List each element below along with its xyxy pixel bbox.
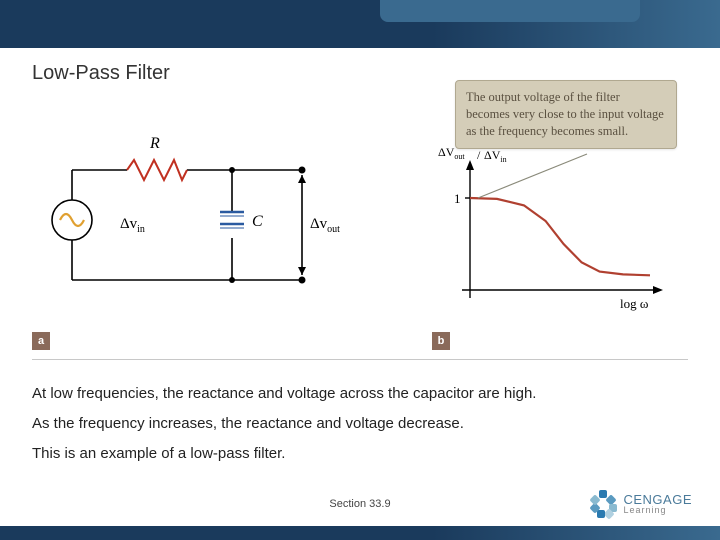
vin-label: Δvin [120, 216, 145, 235]
capacitor-label: C [252, 213, 263, 230]
circuit-panel: R C Δvin Δvout [32, 120, 342, 320]
graph-xlabel: log ω [620, 296, 649, 311]
graph-ylabel: ΔVout [438, 148, 465, 161]
svg-text:ΔVin: ΔVin [484, 148, 507, 164]
header-bar [0, 0, 720, 48]
callout-text: The output voltage of the filter becomes… [466, 90, 664, 138]
logo-icon [589, 490, 617, 518]
figure-area: R C Δvin Δvout a 1 ΔVout / ΔVin [32, 100, 688, 360]
circuit-diagram: R C Δvin Δvout [32, 120, 342, 320]
body-line-1: At low frequencies, the reactance and vo… [32, 385, 536, 402]
panel-label-b: b [432, 332, 450, 350]
page-title: Low-Pass Filter [32, 62, 170, 85]
body-line-2: As the frequency increases, the reactanc… [32, 415, 464, 432]
body-line-3: This is an example of a low-pass filter. [32, 445, 285, 462]
footer-bar [0, 526, 720, 540]
vout-label: Δvout [310, 216, 340, 235]
logo-sub: Learning [623, 506, 692, 515]
svg-text:/: / [477, 148, 481, 162]
callout-box: The output voltage of the filter becomes… [455, 80, 677, 149]
lowpass-graph: 1 ΔVout / ΔVin log ω [432, 148, 672, 323]
header-accent [380, 0, 640, 22]
graph-panel: 1 ΔVout / ΔVin log ω [432, 148, 672, 323]
resistor-label: R [149, 135, 160, 152]
ytick-1: 1 [454, 191, 461, 206]
panel-label-a: a [32, 332, 50, 350]
cengage-logo: CENGAGE Learning [589, 490, 692, 518]
